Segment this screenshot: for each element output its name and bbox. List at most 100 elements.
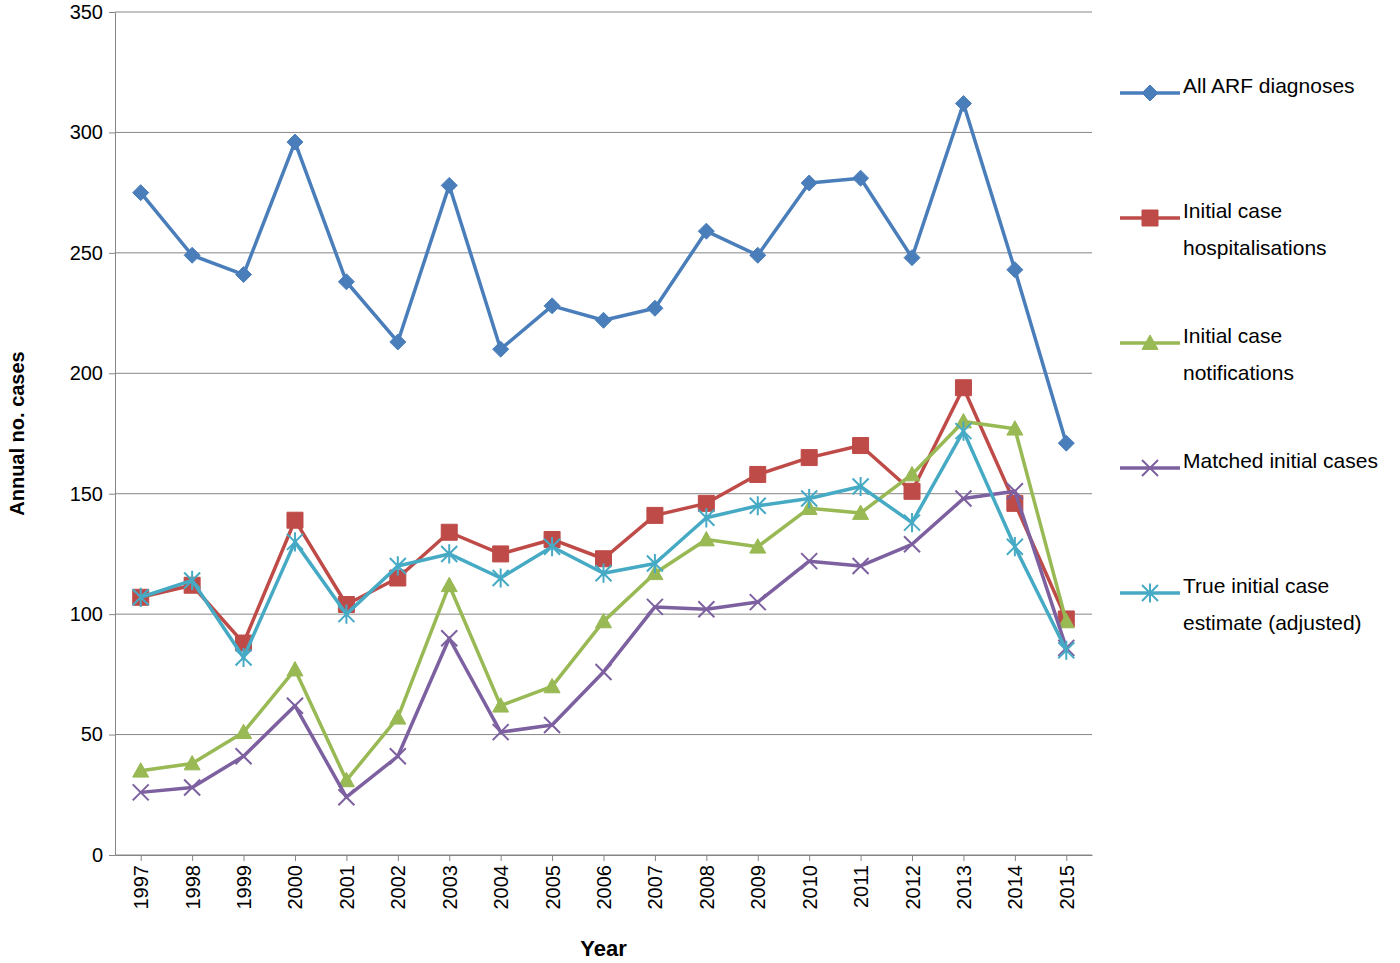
point-marker [287,512,303,528]
grid [115,12,1092,855]
point [287,532,303,551]
legend-item: All ARF diagnoses [1120,74,1355,101]
x-tick: 2015 [1056,855,1078,910]
point-marker [647,554,663,573]
x-tick-label: 1998 [182,865,204,910]
x-tick: 2007 [644,855,666,910]
point [544,298,560,314]
point-marker [1007,483,1023,499]
point-marker [647,507,663,523]
y-tick-mark [109,735,115,736]
point-marker [698,508,714,527]
point [853,438,869,454]
point [441,544,457,563]
point-marker [750,594,766,610]
x-tick-mark [758,855,759,861]
point [904,483,920,499]
x-axis-title: Year [580,936,627,961]
point-marker [441,544,457,563]
point [493,546,509,562]
point-marker [236,267,252,283]
x-tick-label: 2005 [542,865,564,910]
point [647,300,663,316]
y-tick-label: 200 [70,362,103,384]
point [801,489,817,508]
point-marker [596,564,612,583]
point-marker [1058,641,1074,660]
series-line [141,421,1067,780]
point-marker [1007,421,1023,435]
x-tick-label: 2013 [953,865,975,910]
legend-marker-shape [1142,210,1158,226]
point [390,710,406,724]
point-marker [698,601,714,617]
point [338,274,354,290]
x-tick: 2013 [953,855,975,910]
point-marker [287,532,303,551]
grid-line [115,734,1092,735]
point-marker [904,483,920,499]
x-tick-label: 2000 [284,865,306,910]
point-marker [544,678,560,692]
x-tick: 2010 [799,855,821,910]
point-marker [596,613,612,627]
legend-item: Initial casehospitalisations [1120,199,1327,259]
x-tick-label: 2004 [490,865,512,910]
point-marker [236,648,252,667]
point-marker [955,421,971,440]
legend-label: Initial casenotifications [1183,324,1294,384]
point [441,630,457,646]
point [853,558,869,574]
y-tick-label: 150 [70,483,103,505]
point-marker [647,599,663,615]
y-tick-mark [109,494,115,495]
point-marker [133,784,149,800]
x-tick: 2005 [542,855,564,910]
legend-label: Matched initial cases [1183,449,1378,472]
point-marker [1007,537,1023,556]
point-marker [184,780,200,796]
x-tick-mark [604,855,605,861]
point [904,250,920,266]
series-line [141,388,1067,643]
legend-item: True initial caseestimate (adjusted) [1120,574,1362,634]
point-marker [853,438,869,454]
point [236,267,252,283]
grid-line [115,12,1092,13]
point-marker [493,724,509,740]
x-tick-mark [1015,855,1016,861]
point [184,780,200,796]
point-marker [750,496,766,515]
x-tick-mark [655,855,656,861]
point-marker [287,662,303,676]
x-tick-mark [295,855,296,861]
point [596,564,612,583]
point [390,556,406,575]
x-tick: 2000 [284,855,306,910]
x-tick-mark [809,855,810,861]
point [596,312,612,328]
point-marker [544,298,560,314]
point-marker [544,717,560,733]
point [493,724,509,740]
point-marker [493,341,509,357]
point-marker [904,536,920,552]
legend-marker [1142,335,1158,349]
y-tick: 50 [81,723,115,745]
y-tick: 300 [70,121,115,143]
point-marker [133,763,149,777]
point-marker [647,300,663,316]
point [236,648,252,667]
point [236,748,252,764]
point [955,421,971,440]
point-marker [338,605,354,624]
point-marker [1058,611,1074,627]
point [596,613,612,627]
y-tick: 350 [70,1,115,23]
series-line [141,491,1067,797]
point [184,247,200,263]
x-tick-mark [346,855,347,861]
y-tick-label: 300 [70,121,103,143]
x-tick: 2001 [336,855,358,910]
point-marker [493,568,509,587]
